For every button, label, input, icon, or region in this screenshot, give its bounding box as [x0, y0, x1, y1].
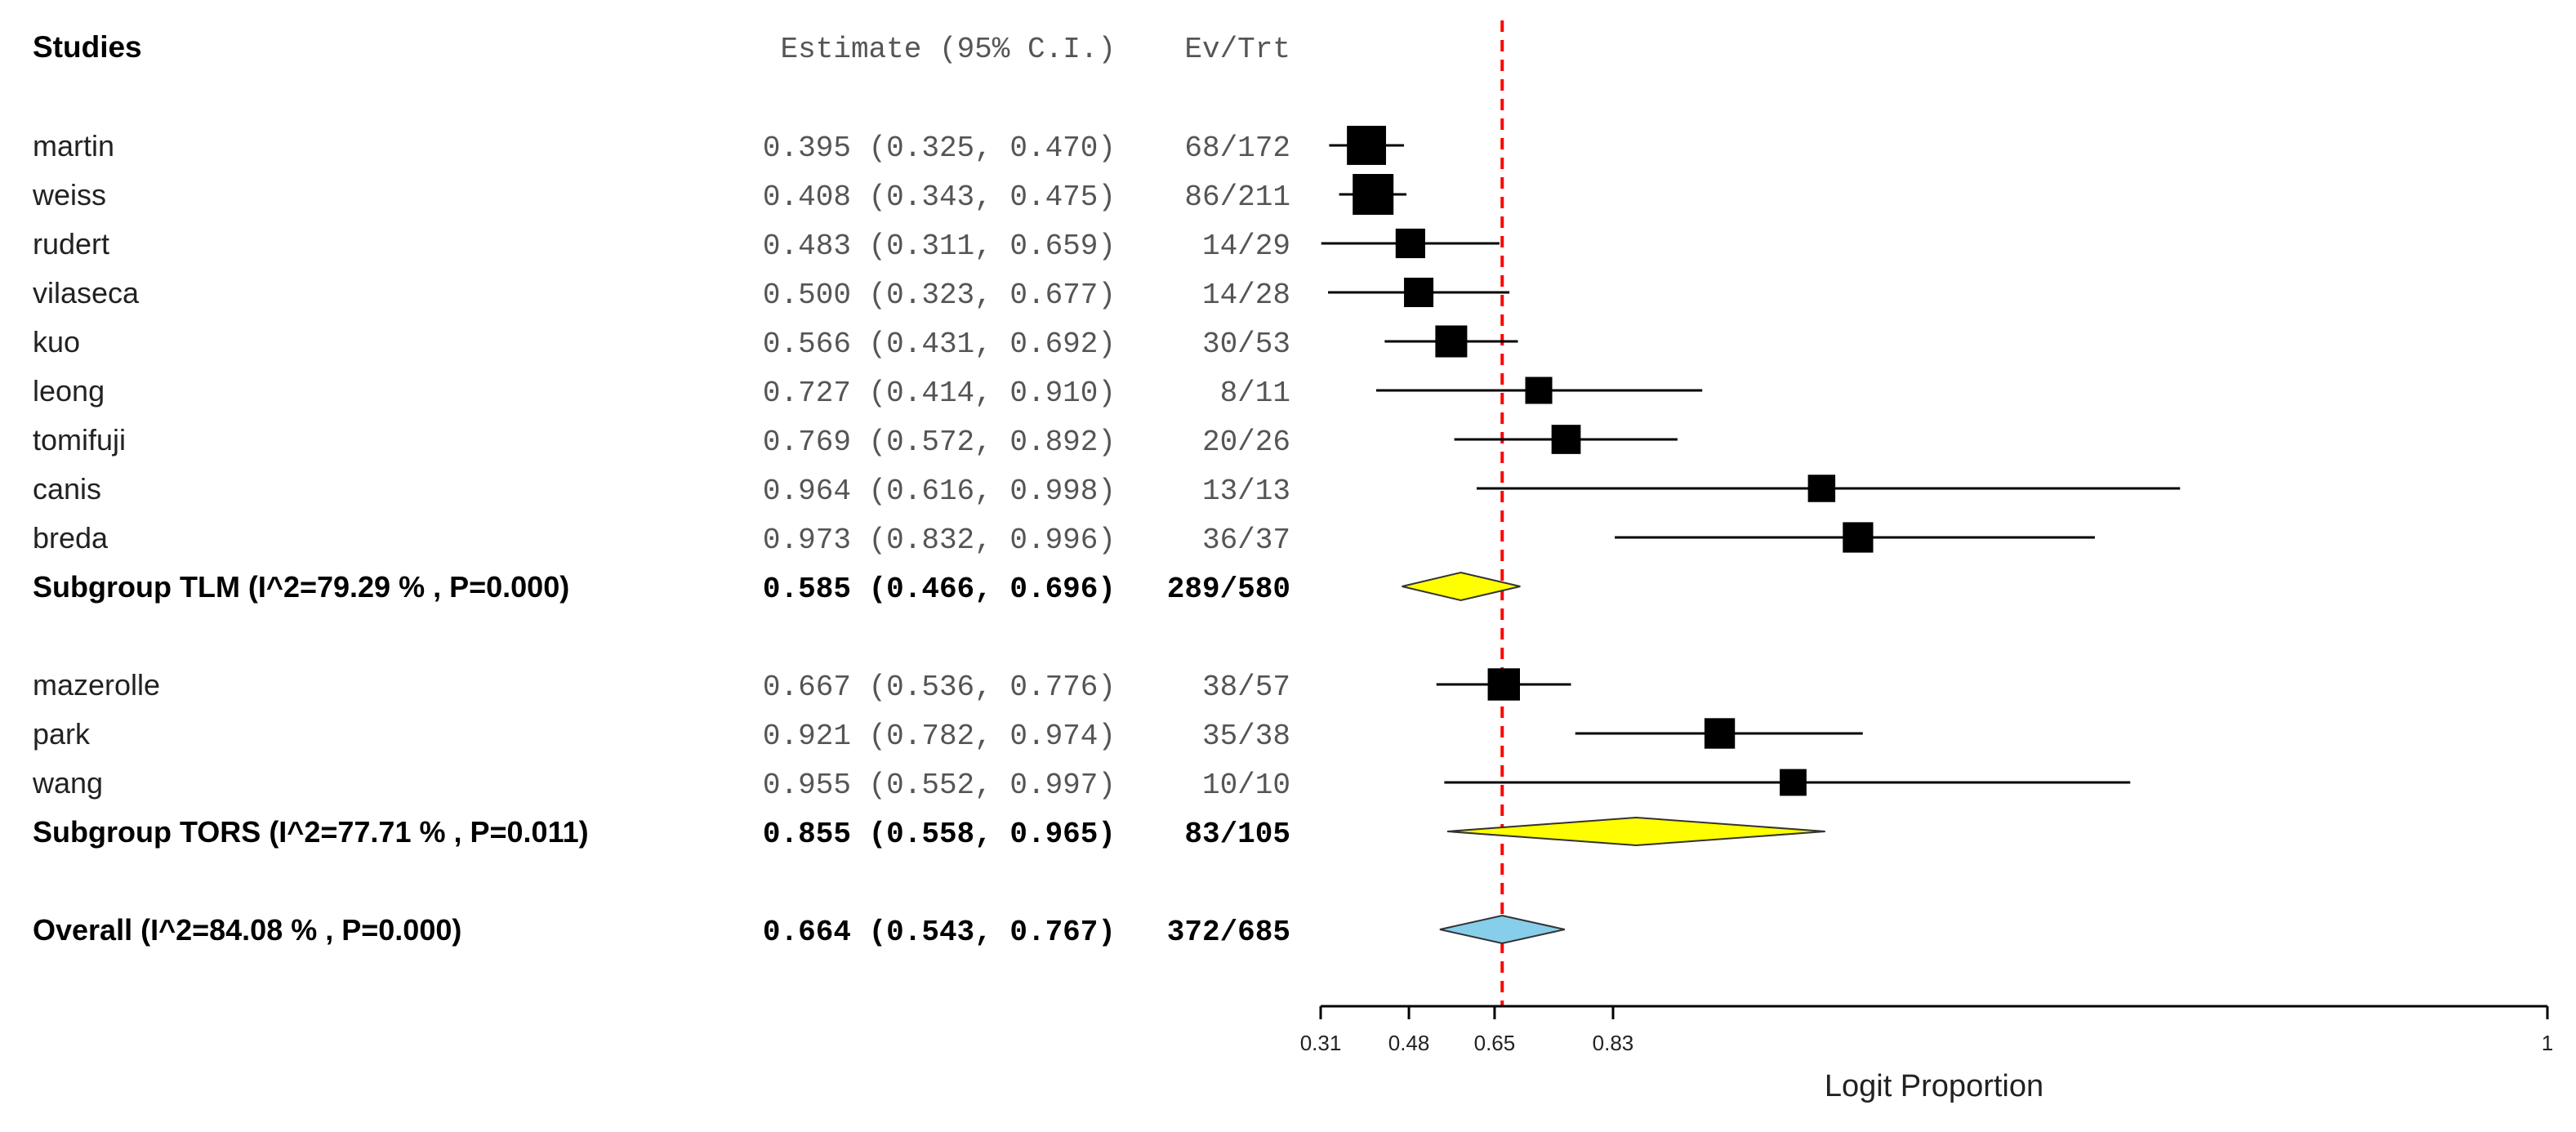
study-evtrt-text: 68/172: [1184, 131, 1290, 165]
header-studies: Studies: [33, 30, 142, 64]
plot-marks: [1321, 20, 2181, 1006]
study-estimate-text: 0.727 (0.414, 0.910): [763, 377, 1116, 410]
overall-estimate-text: 0.664 (0.543, 0.767): [763, 916, 1116, 949]
study-square: [1404, 277, 1434, 308]
x-axis: 0.31 0.48 0.65 0.83 1: [1300, 1005, 2553, 1055]
study-square: [1487, 668, 1520, 701]
study-label: breda: [33, 521, 109, 555]
study-square: [1807, 475, 1836, 502]
overall-label: Overall (I^2=84.08 % , P=0.000): [33, 913, 461, 947]
study-estimate-text: 0.500 (0.323, 0.677): [763, 279, 1116, 312]
study-estimate-text: 0.395 (0.325, 0.470): [763, 131, 1116, 165]
study-square: [1551, 425, 1581, 454]
header-estimate: Estimate (95% C.I.): [781, 33, 1116, 66]
subgroup-diamond: [1402, 571, 1521, 602]
subgroup-evtrt-text: 289/580: [1167, 573, 1290, 606]
subgroup-label: Subgroup TLM (I^2=79.29 % , P=0.000): [33, 570, 569, 604]
subgroup-evtrt-text: 83/105: [1184, 818, 1290, 851]
x-tick-label: 0.65: [1474, 1031, 1516, 1055]
study-estimate-text: 0.964 (0.616, 0.998): [763, 475, 1116, 508]
study-evtrt-text: 20/26: [1202, 426, 1290, 459]
study-evtrt-text: 36/37: [1202, 524, 1290, 557]
study-evtrt-text: 8/11: [1220, 377, 1290, 410]
study-estimate-text: 0.769 (0.572, 0.892): [763, 426, 1116, 459]
study-evtrt-text: 35/38: [1202, 720, 1290, 753]
x-axis-label: Logit Proportion: [1825, 1069, 2043, 1103]
study-square: [1525, 377, 1553, 404]
study-estimate-text: 0.483 (0.311, 0.659): [763, 230, 1116, 263]
study-label: weiss: [32, 178, 106, 212]
study-label: leong: [33, 374, 105, 408]
study-square: [1704, 718, 1736, 749]
study-label: wang: [32, 766, 103, 800]
table-rows: martin 0.395 (0.325, 0.470) 68/172 weiss 0.4…: [32, 129, 1290, 949]
subgroup-diamond: [1446, 816, 1825, 847]
study-label: kuo: [33, 325, 80, 359]
study-label: vilaseca: [33, 276, 140, 310]
study-evtrt-text: 14/29: [1202, 230, 1290, 263]
x-tick-label: 0.83: [1593, 1031, 1634, 1055]
study-evtrt-text: 86/211: [1184, 180, 1290, 214]
x-tick-label: 1: [2542, 1031, 2553, 1055]
study-square: [1347, 126, 1387, 165]
study-estimate-text: 0.921 (0.782, 0.974): [763, 720, 1116, 753]
header-evtrt: Ev/Trt: [1184, 33, 1290, 66]
study-evtrt-text: 13/13: [1202, 475, 1290, 508]
study-estimate-text: 0.566 (0.431, 0.692): [763, 328, 1116, 361]
study-estimate-text: 0.408 (0.343, 0.475): [763, 180, 1116, 214]
study-label: mazerolle: [33, 668, 160, 702]
overall-diamond: [1439, 914, 1566, 945]
subgroup-label: Subgroup TORS (I^2=77.71 % , P=0.011): [33, 815, 589, 849]
subgroup-estimate-text: 0.855 (0.558, 0.965): [763, 818, 1116, 851]
table-header: Studies Estimate (95% C.I.) Ev/Trt: [33, 30, 1290, 66]
study-estimate-text: 0.667 (0.536, 0.776): [763, 671, 1116, 704]
study-square: [1353, 174, 1394, 215]
study-label: tomifuji: [33, 423, 126, 457]
study-square: [1780, 769, 1807, 796]
study-estimate-text: 0.955 (0.552, 0.997): [763, 769, 1116, 802]
study-evtrt-text: 30/53: [1202, 328, 1290, 361]
overall-evtrt-text: 372/685: [1167, 916, 1290, 949]
study-evtrt-text: 38/57: [1202, 671, 1290, 704]
study-label: martin: [33, 129, 114, 163]
study-label: rudert: [33, 227, 109, 261]
study-square: [1435, 325, 1468, 358]
study-label: canis: [33, 472, 101, 506]
subgroup-estimate-text: 0.585 (0.466, 0.696): [763, 573, 1116, 606]
x-tick-label: 0.48: [1388, 1031, 1430, 1055]
study-square: [1395, 228, 1425, 259]
study-evtrt-text: 14/28: [1202, 279, 1290, 312]
study-estimate-text: 0.973 (0.832, 0.996): [763, 524, 1116, 557]
study-square: [1843, 522, 1874, 553]
x-tick-label: 0.31: [1300, 1031, 1342, 1055]
study-evtrt-text: 10/10: [1202, 769, 1290, 802]
study-label: park: [33, 717, 91, 751]
